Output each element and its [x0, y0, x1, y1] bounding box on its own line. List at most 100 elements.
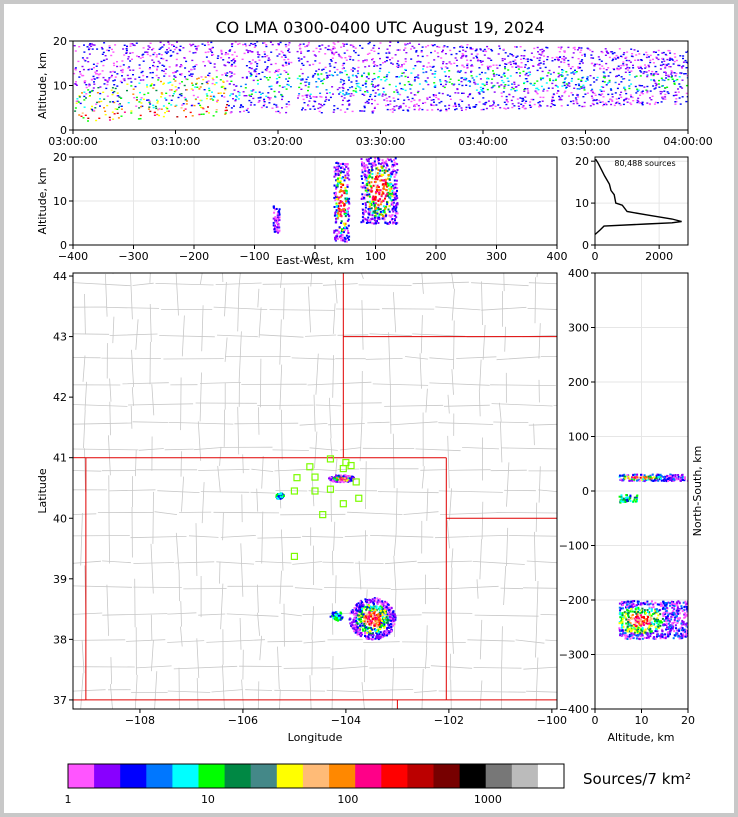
county-boundaries	[73, 273, 557, 709]
latitude-tick-label: 44	[53, 270, 67, 283]
north-south-tick-label: 200	[568, 376, 589, 389]
east-west-sources	[272, 157, 399, 243]
east-west-tick-label: 200	[426, 250, 447, 263]
colorbar-swatch	[355, 764, 382, 788]
colorbar-tick-label: 1	[65, 793, 72, 806]
county-line	[73, 356, 557, 361]
county-line	[73, 665, 557, 670]
longitude-tick-label: −104	[331, 714, 361, 727]
colorbar-swatch	[433, 764, 461, 788]
time-tick-label: 03:10:00	[151, 135, 200, 148]
county-line	[73, 535, 557, 539]
county-line	[499, 273, 510, 709]
latitude-tick-label: 38	[53, 633, 67, 646]
north-south-tick-label: −200	[559, 594, 589, 607]
altitude-tick-label: 20	[681, 714, 695, 727]
map-axes	[72, 272, 558, 710]
county-line	[217, 273, 228, 709]
longitude-tick-label: −108	[125, 714, 155, 727]
county-line	[73, 585, 557, 590]
lma-station-marker	[311, 473, 319, 481]
county-line	[73, 306, 557, 311]
county-line	[277, 273, 285, 709]
county-line	[329, 279, 338, 709]
altitude-tick-label: 0	[60, 239, 67, 252]
county-line	[175, 273, 185, 709]
county-line	[307, 273, 319, 709]
latitude-tick-label: 37	[53, 694, 67, 707]
altitude-histogram-line	[595, 158, 682, 236]
north-south-tick-label: −400	[559, 703, 589, 716]
colorbar-outline	[67, 763, 565, 789]
figure-canvas: CO LMA 0300-0400 UTC August 19, 2024 03:…	[36, 18, 713, 806]
colorbar-swatch	[250, 764, 278, 788]
time-tick-label: 03:30:00	[356, 135, 405, 148]
altitude-tick-label: 10	[575, 197, 589, 210]
colorbar-tick-label: 100	[337, 793, 358, 806]
county-line	[446, 273, 455, 709]
lma-station-marker	[339, 500, 347, 508]
colorbar-swatch	[198, 764, 226, 788]
latitude-tick-label: 41	[53, 452, 67, 465]
colorbar: 1 10 100 1000 Sources/7 km²	[65, 763, 691, 806]
source-count-annotation: 80,488 sources	[614, 159, 675, 168]
east-west-tick-label: 300	[486, 250, 507, 263]
east-west-panel: −400 −300 −200 −100 0 100 200 300 400 0 10 20 East-W…	[36, 151, 568, 267]
altitude-axis-label: Altitude, km	[607, 731, 674, 744]
county-line	[533, 273, 541, 709]
colorbar-swatch	[146, 764, 173, 788]
altitude-histogram-panel: 80,488 sources 0 2000 0 10 20	[575, 155, 689, 263]
latitude-tick-label: 40	[53, 512, 67, 525]
lma-station-marker	[311, 487, 319, 495]
count-tick-label: 2000	[645, 250, 673, 263]
colorbar-label: Sources/7 km²	[583, 770, 691, 788]
colorbar-swatch	[381, 764, 408, 788]
colorbar-tick-label: 10	[201, 793, 215, 806]
lma-station-marker	[355, 494, 363, 502]
chart-title: CO LMA 0300-0400 UTC August 19, 2024	[215, 18, 544, 37]
altitude-tick-label: 20	[53, 35, 67, 48]
county-line	[419, 273, 429, 709]
lma-station-marker	[326, 485, 335, 493]
lma-station-marker	[326, 455, 335, 463]
colorbar-swatch	[459, 764, 487, 788]
longitude-axis-label: Longitude	[288, 731, 343, 744]
east-west-tick-label: 400	[547, 250, 568, 263]
lma-station-marker	[339, 464, 347, 473]
altitude-tick-label: 0	[592, 714, 599, 727]
county-line	[73, 468, 557, 472]
colorbar-swatch	[302, 764, 330, 788]
state-boundaries	[73, 273, 557, 709]
county-line	[388, 292, 398, 709]
east-west-axis-label: East-West, km	[276, 254, 354, 267]
county-line	[73, 689, 557, 693]
altitude-tick-label: 10	[635, 714, 649, 727]
altitude-tick-label: 20	[575, 155, 589, 168]
county-line	[149, 273, 158, 709]
county-line	[476, 281, 486, 709]
altitude-tick-label: 10	[53, 80, 67, 93]
histogram-axes	[594, 156, 689, 246]
colorbar-swatch	[172, 764, 199, 788]
county-line	[73, 381, 556, 386]
north-south-tick-label: 0	[582, 485, 589, 498]
county-line	[256, 288, 264, 709]
colorbar-swatch	[94, 764, 121, 788]
colorbar-swatch	[120, 764, 147, 788]
county-line	[73, 489, 557, 494]
north-south-sources	[618, 473, 688, 641]
east-west-tick-label: 100	[365, 250, 386, 263]
latitude-tick-label: 43	[53, 331, 67, 344]
north-south-tick-label: 100	[568, 431, 589, 444]
colorbar-swatch	[329, 764, 356, 788]
county-line	[73, 511, 557, 516]
time-altitude-panel: 03:00:00 03:10:00 03:20:00 03:30:00 03:40:00…	[36, 35, 713, 148]
county-line	[105, 273, 115, 709]
longitude-tick-label: −106	[228, 714, 258, 727]
count-tick-label: 0	[592, 250, 599, 263]
colorbar-swatch	[511, 764, 539, 788]
north-south-tick-label: −300	[559, 649, 589, 662]
altitude-axis-label: Altitude, km	[36, 52, 49, 119]
time-tick-label: 04:00:00	[663, 135, 712, 148]
north-south-panel: 0 10 20 −400 −300 −200 −100 0 100 200 300 400 Altitu…	[559, 267, 704, 744]
